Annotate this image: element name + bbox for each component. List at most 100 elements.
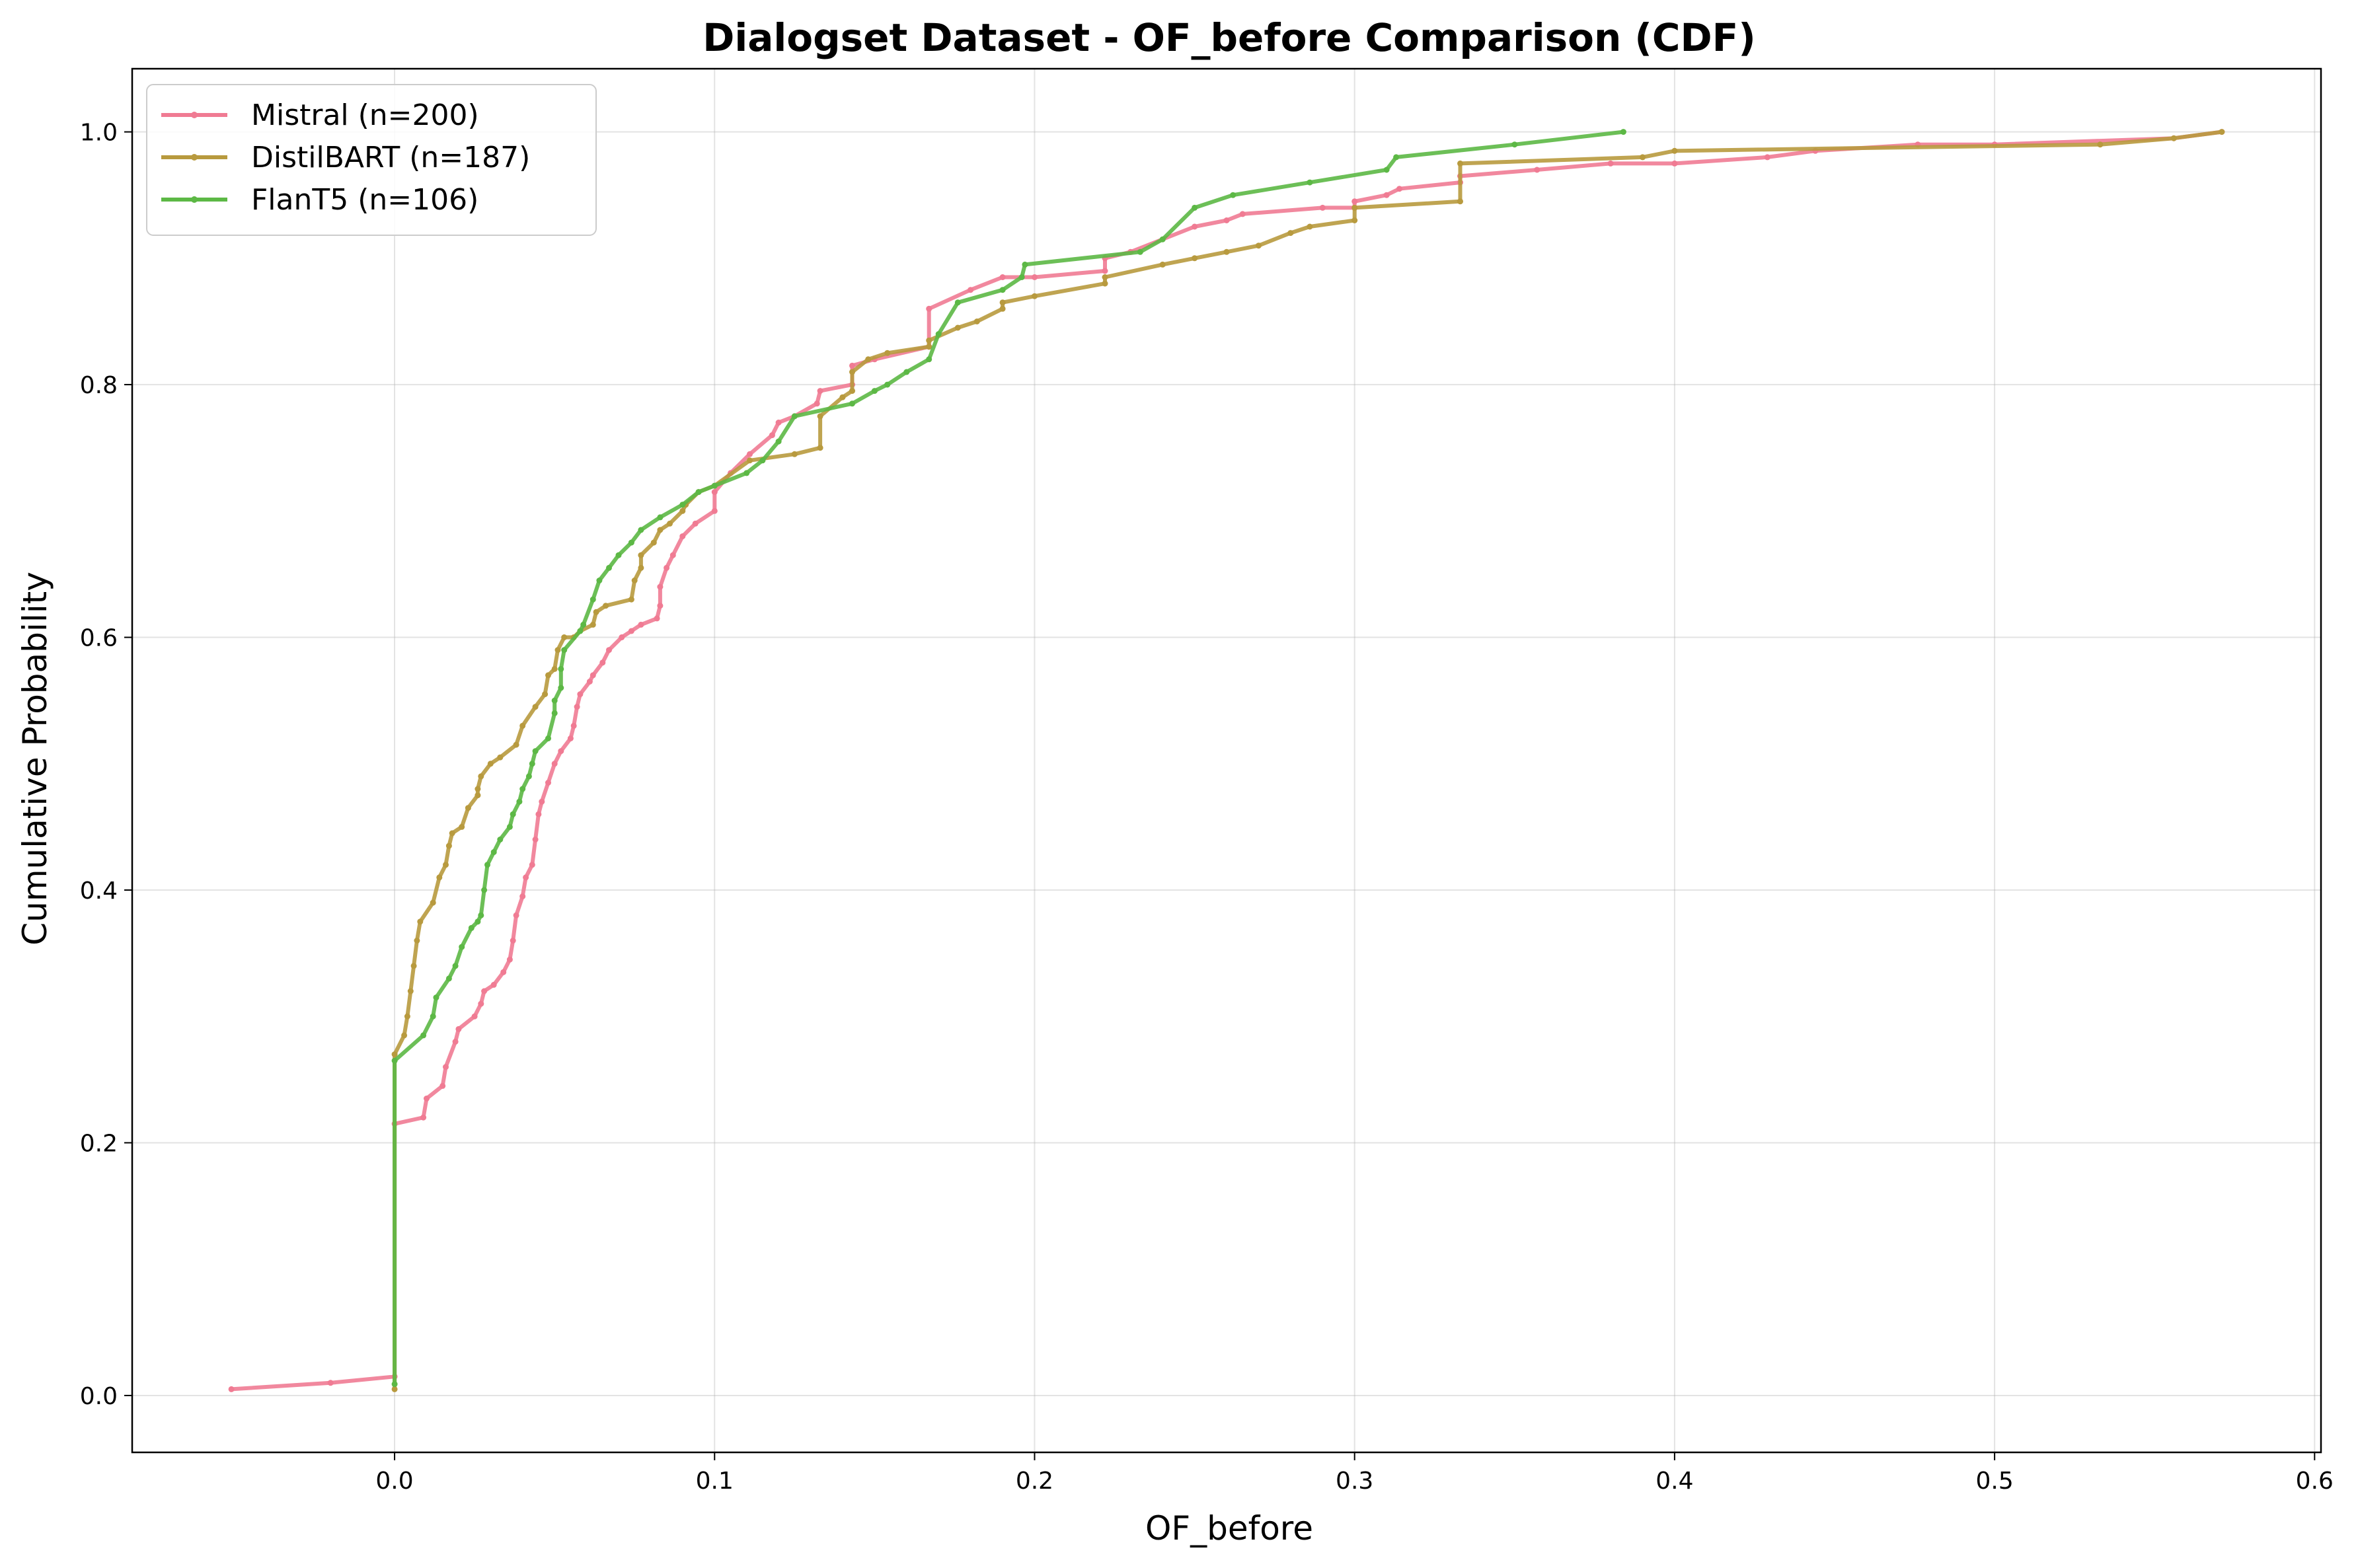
data-point xyxy=(849,362,855,369)
data-point xyxy=(667,520,673,527)
data-point xyxy=(1671,160,1678,167)
series-2 xyxy=(391,129,2225,1392)
data-point xyxy=(999,287,1006,293)
data-point xyxy=(657,514,664,521)
data-point xyxy=(596,578,603,583)
data-point xyxy=(523,874,529,881)
data-point xyxy=(669,552,676,558)
data-point xyxy=(769,432,775,439)
data-point xyxy=(554,647,561,653)
data-point xyxy=(926,337,932,344)
data-point xyxy=(606,564,612,571)
data-point xyxy=(1307,223,1313,230)
series-line xyxy=(393,130,1624,1384)
data-point xyxy=(445,842,452,849)
data-point xyxy=(664,564,670,571)
data-point xyxy=(545,672,551,679)
data-point xyxy=(391,1381,398,1388)
y-tick-label: 0.2 xyxy=(80,1130,118,1157)
data-point xyxy=(490,849,497,856)
data-point xyxy=(529,761,535,767)
data-point xyxy=(679,507,686,514)
data-point xyxy=(999,274,1006,280)
data-point xyxy=(475,918,481,925)
data-point xyxy=(1457,198,1463,205)
data-point xyxy=(1351,198,1358,205)
data-point xyxy=(465,805,471,811)
data-point xyxy=(478,912,484,918)
data-point xyxy=(484,862,490,868)
data-point xyxy=(500,969,507,975)
data-point xyxy=(849,369,855,375)
data-point xyxy=(1159,236,1166,243)
data-point xyxy=(471,1013,478,1020)
data-point xyxy=(1671,147,1678,154)
x-tick-label: 0.0 xyxy=(375,1468,413,1495)
data-point xyxy=(525,773,532,780)
data-point xyxy=(817,445,823,451)
data-point xyxy=(657,583,664,590)
data-point xyxy=(1192,223,1198,230)
data-point xyxy=(775,438,782,445)
data-point xyxy=(1022,261,1028,268)
data-point xyxy=(391,1057,398,1064)
x-tick-label: 0.3 xyxy=(1336,1468,1373,1495)
data-point xyxy=(638,621,644,628)
data-point xyxy=(865,356,872,363)
series-line xyxy=(393,130,2223,1390)
data-point xyxy=(513,741,519,748)
data-point xyxy=(695,489,702,496)
data-point xyxy=(839,394,846,400)
data-point xyxy=(561,634,568,640)
data-point xyxy=(551,710,558,716)
data-point xyxy=(529,862,535,868)
data-point xyxy=(615,552,622,558)
data-point xyxy=(551,697,558,704)
data-point xyxy=(535,811,542,817)
data-point xyxy=(711,489,718,496)
legend-label: FlanT5 (n=106) xyxy=(251,183,478,217)
data-point xyxy=(590,672,596,679)
plot-series xyxy=(228,129,2225,1392)
data-point xyxy=(1383,167,1390,173)
data-point xyxy=(561,647,568,653)
data-point xyxy=(2219,129,2225,135)
data-point xyxy=(1319,204,1326,211)
data-point xyxy=(1223,217,1230,223)
y-tick-label: 0.4 xyxy=(80,877,118,905)
data-point xyxy=(628,539,634,546)
data-point xyxy=(1230,192,1236,198)
data-point xyxy=(1102,274,1108,280)
data-point xyxy=(519,786,526,792)
series-3 xyxy=(391,129,1626,1388)
data-point xyxy=(532,748,539,755)
data-point xyxy=(1287,230,1294,237)
data-point xyxy=(954,299,961,306)
data-point xyxy=(638,552,644,558)
legend-label: Mistral (n=200) xyxy=(251,98,479,132)
data-point xyxy=(519,893,526,900)
data-point xyxy=(1192,204,1198,211)
legend: Mistral (n=200) DistilBART (n=187) FlanT5 … xyxy=(146,84,597,236)
data-point xyxy=(468,924,475,931)
data-point xyxy=(1764,154,1770,161)
data-point xyxy=(570,722,577,729)
data-point xyxy=(1534,167,1540,173)
data-point xyxy=(619,634,625,640)
data-point xyxy=(430,899,436,906)
data-point xyxy=(747,457,753,464)
data-point xyxy=(532,837,539,842)
data-point xyxy=(926,356,932,363)
data-point xyxy=(1307,179,1313,186)
data-point xyxy=(539,798,545,805)
x-tick-label: 0.1 xyxy=(696,1468,734,1495)
data-point xyxy=(593,609,599,615)
data-point xyxy=(545,780,551,786)
data-point xyxy=(1511,141,1518,148)
data-point xyxy=(506,823,513,830)
data-point xyxy=(2170,135,2177,141)
data-point xyxy=(638,527,644,533)
data-point xyxy=(1607,160,1614,167)
data-point xyxy=(481,887,488,893)
